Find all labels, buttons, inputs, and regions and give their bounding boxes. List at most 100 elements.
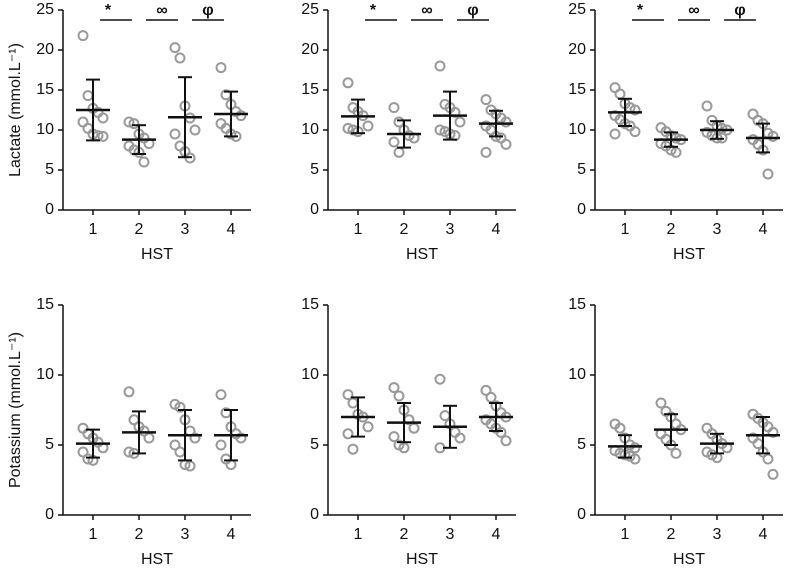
data-point [174,52,186,64]
data-point [235,432,247,444]
data-point [189,124,201,136]
y-tick-label: 10 [568,366,586,383]
data-point [342,77,354,89]
x-axis-label: HST [673,551,705,568]
data-point [388,136,400,148]
significance-label: * [637,2,644,19]
x-tick-label: 1 [354,526,363,543]
data-point [398,442,410,454]
x-tick-label: 2 [667,221,676,238]
x-tick-label: 3 [446,221,455,238]
data-point [500,138,512,150]
data-point [767,130,779,142]
data-point [480,146,492,158]
y-tick-label: 15 [301,81,319,98]
data-point [174,140,186,152]
x-tick-label: 2 [667,526,676,543]
x-tick-label: 4 [492,221,501,238]
data-point [362,421,374,433]
data-point [701,100,713,112]
data-point [235,110,247,122]
y-tick-label: 15 [568,296,586,313]
y-tick-label: 0 [310,506,319,523]
data-point [347,443,359,455]
data-point [342,428,354,440]
data-point [393,146,405,158]
data-point [752,438,764,450]
data-point [77,422,89,434]
panel: 0 5 10 15 20 25 1 2 3 4 HST Lactate (mmol.L⁻¹) * ∞ φ [7,1,251,263]
data-point [629,104,641,116]
x-axis-label: HST [141,246,173,263]
data-point [215,62,227,74]
x-tick-label: 4 [759,526,768,543]
x-tick-label: 4 [492,526,501,543]
data-point [138,156,150,168]
data-point [342,389,354,401]
significance-label: φ [734,2,745,19]
data-point [388,382,400,394]
y-tick-label: 0 [45,201,54,218]
significance-label: * [105,2,112,19]
data-point [393,390,405,402]
y-tick-label: 20 [301,41,319,58]
y-tick-label: 5 [310,161,319,178]
y-tick-label: 0 [310,201,319,218]
y-tick-label: 0 [45,506,54,523]
data-point [128,118,140,130]
data-point [609,128,621,140]
data-point [220,453,232,465]
y-tick-label: 10 [301,121,319,138]
panel: 0 5 10 15 1 2 3 4 HST Potassium (mmol.L⁻¹) [7,296,251,568]
data-point [480,94,492,106]
x-axis-label: HST [673,246,705,263]
x-axis-label: HST [141,551,173,568]
data-point [495,426,507,438]
y-tick-label: 15 [36,296,54,313]
data-point [629,442,641,454]
y-tick-label: 25 [568,1,586,18]
x-tick-label: 4 [227,221,236,238]
y-tick-label: 20 [568,41,586,58]
x-tick-label: 2 [400,526,409,543]
y-tick-label: 10 [36,121,54,138]
data-point [701,422,713,434]
significance-label: φ [467,2,478,19]
data-point [614,88,626,100]
data-point [362,120,374,132]
x-tick-label: 1 [89,526,98,543]
data-point [347,397,359,409]
data-point [439,410,451,422]
significance-label: ∞ [156,2,167,19]
data-point [485,391,497,403]
data-point [449,426,461,438]
y-axis-label: Lactate (mmol.L⁻¹) [7,43,24,177]
x-tick-label: 4 [759,221,768,238]
data-point [629,126,641,138]
data-point [762,168,774,180]
data-point [97,112,109,124]
data-point [670,447,682,459]
data-point [670,146,682,158]
data-point [225,459,237,471]
data-point [454,432,466,444]
x-tick-label: 2 [135,526,144,543]
data-point [500,435,512,447]
data-point [82,122,94,134]
data-point [123,386,135,398]
data-point [189,432,201,444]
y-tick-label: 0 [577,506,586,523]
panel: 0 5 10 15 1 2 3 4 HST [301,296,516,568]
y-tick-label: 15 [301,296,319,313]
x-tick-label: 3 [181,526,190,543]
data-point [434,373,446,385]
x-tick-label: 3 [713,221,722,238]
data-point [408,422,420,434]
y-tick-label: 0 [577,201,586,218]
significance-label: ∞ [421,2,432,19]
data-point [434,60,446,72]
x-axis-label: HST [406,551,438,568]
panel: 0 5 10 15 20 25 1 2 3 4 HST * ∞ φ [301,1,516,263]
data-point [762,453,774,465]
y-tick-label: 10 [36,366,54,383]
